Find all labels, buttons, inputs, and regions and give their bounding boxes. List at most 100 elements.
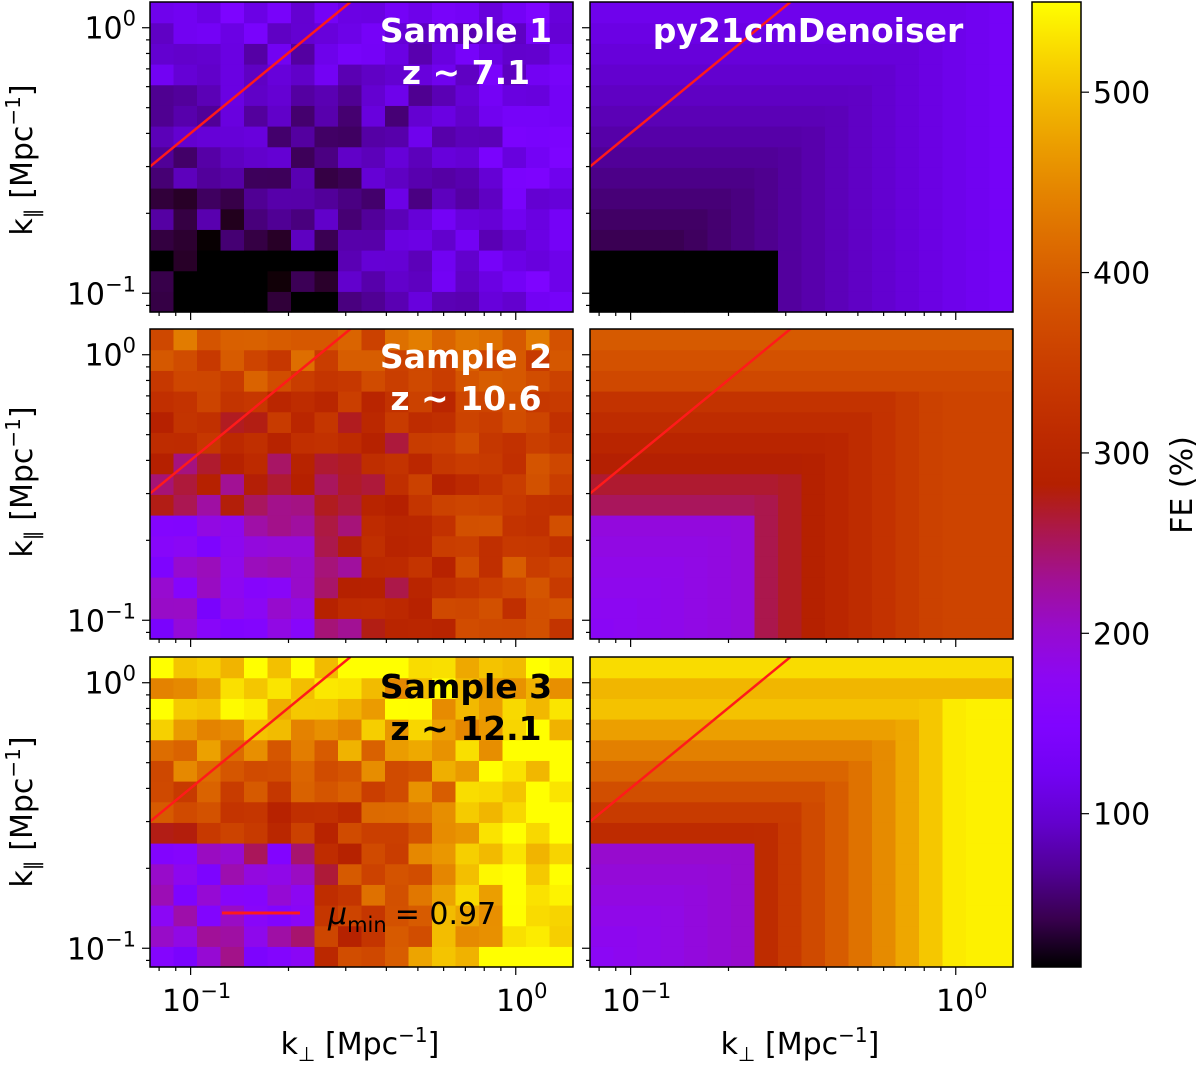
heatmap-cell [455,291,480,313]
heatmap-cell [825,146,850,168]
heatmap-cell [479,618,504,640]
heatmap-cell [291,64,316,86]
heatmap-cell [479,677,504,699]
heatmap-cell [848,411,873,433]
heatmap-cell [267,905,292,927]
heatmap-cell [502,208,527,230]
heatmap-cell [314,188,339,210]
heatmap-cell [590,167,615,189]
heatmap-cell [825,781,850,803]
heatmap-cell [919,884,944,906]
heatmap-cell [825,884,850,906]
heatmap-cell [801,188,826,210]
heatmap-cell [801,843,826,865]
heatmap-cell [197,556,222,578]
heatmap-cell [455,843,480,865]
heatmap-cell [590,677,615,699]
heatmap-cell [848,698,873,720]
heatmap-cell [338,391,363,413]
heatmap-cell [314,43,339,65]
heatmap-cell [731,905,756,927]
heatmap-cell [731,760,756,782]
heatmap-cell [707,84,732,106]
heatmap-cell [590,250,615,272]
heatmap-cell [684,370,709,392]
heatmap-cell [385,64,410,86]
heatmap-cell [590,618,615,640]
heatmap-cell [338,84,363,106]
heatmap-cell [526,719,551,741]
heatmap-cell [919,329,944,351]
heatmap-cell [220,719,245,741]
heatmap-cell [660,698,685,720]
heatmap-cell [660,2,685,24]
heatmap-cell [707,105,732,127]
y-tick-label: 10−1 [67,599,136,639]
heatmap-cell [637,208,662,230]
heatmap-cell [942,760,967,782]
heatmap-cell [197,597,222,619]
heatmap-cell [660,229,685,251]
heatmap-cell [150,698,175,720]
heatmap-cell [267,577,292,599]
heatmap-cell [549,146,574,168]
heatmap-cell [197,167,222,189]
heatmap-cell [825,349,850,371]
heatmap-cell [502,64,527,86]
heatmap-cell [848,250,873,272]
heatmap-cell [361,618,386,640]
heatmap-cell [338,905,363,927]
x-axis-label-right: k⊥ [Mpc−1] [721,1023,880,1065]
heatmap-cell [966,188,991,210]
heatmap-cell [872,494,897,516]
heatmap-cell [684,884,709,906]
heatmap-cell [637,822,662,844]
heatmap-cell [966,535,991,557]
heatmap-cell [479,349,504,371]
heatmap-cell [244,597,269,619]
heatmap-cell [291,250,316,272]
heatmap-cell [361,494,386,516]
heatmap-cell [479,64,504,86]
panel-title-sample1-line1: Sample 1 [380,11,552,50]
heatmap-cell [408,677,433,699]
heatmap-cell [455,556,480,578]
heatmap-cell [432,739,457,761]
heatmap-cell [267,250,292,272]
heatmap-cell [942,884,967,906]
heatmap-cell [731,84,756,106]
heatmap-cell [637,229,662,251]
heatmap-cell [919,822,944,844]
heatmap-cell [637,329,662,351]
heatmap-cell [479,167,504,189]
heatmap-cell [220,126,245,148]
heatmap-cell [942,411,967,433]
heatmap-cell [778,250,803,272]
heatmap-cell [220,801,245,823]
heatmap-cell [244,370,269,392]
heatmap-cell [502,453,527,475]
heatmap-cell [479,473,504,495]
heatmap-cell [244,822,269,844]
heatmap-cell [966,432,991,454]
heatmap-cell [660,329,685,351]
heatmap-cell [848,22,873,44]
heatmap-cell [825,370,850,392]
heatmap-cell [291,618,316,640]
y-axis-label-row3: k∥ [Mpc−1] [1,736,44,887]
heatmap-cell [479,329,504,351]
heatmap-cell [479,781,504,803]
heatmap-cell [385,535,410,557]
heatmap-cell [197,64,222,86]
heatmap-cell [684,843,709,865]
heatmap-cell [502,2,527,24]
heatmap-cell [338,43,363,65]
heatmap-cell [590,843,615,865]
heatmap-cell [872,64,897,86]
heatmap-cell [895,84,920,106]
heatmap-cell [526,229,551,251]
heatmap-cell [338,229,363,251]
heatmap-cell [244,329,269,351]
heatmap-cell [338,863,363,885]
heatmap-cell [361,473,386,495]
